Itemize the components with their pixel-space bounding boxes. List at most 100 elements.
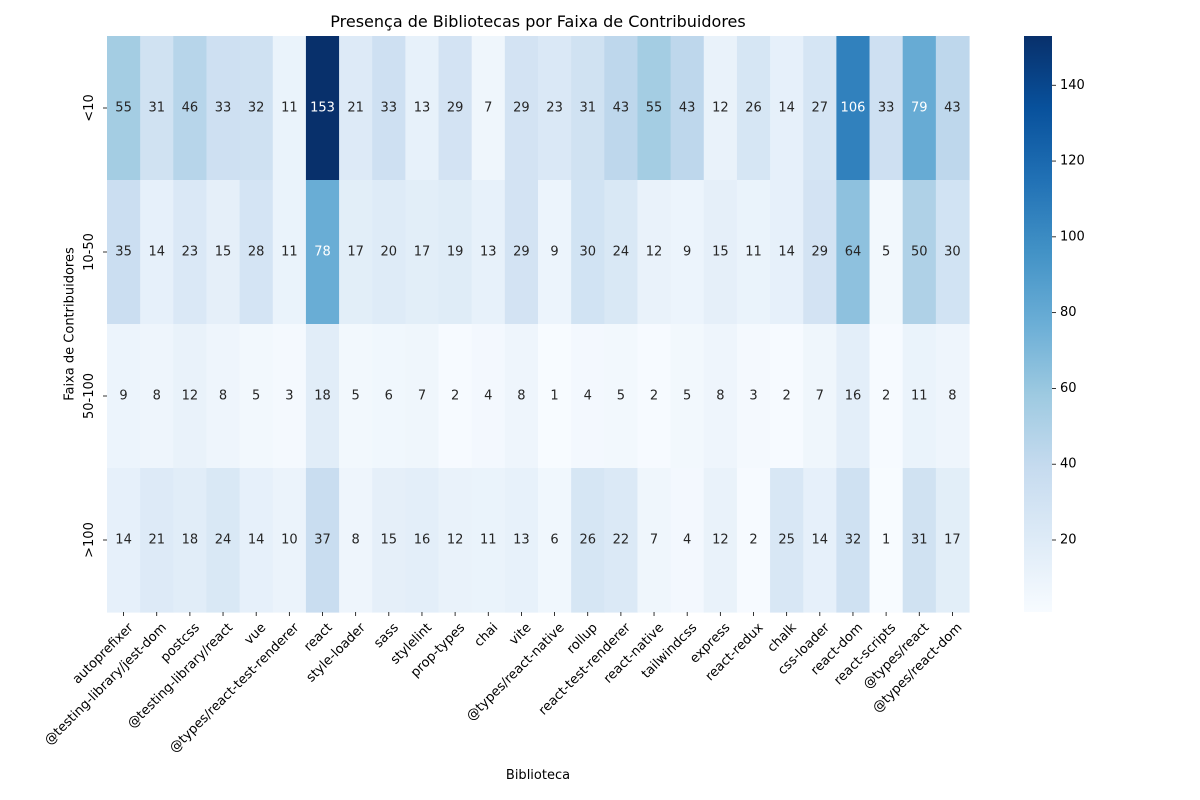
heatmap-cell — [107, 324, 141, 469]
heatmap-cell — [637, 324, 672, 469]
x-tick-label: vite — [507, 620, 535, 648]
cell-value-label: 14 — [778, 245, 795, 260]
heatmap-cell — [736, 36, 771, 181]
heatmap-cell — [604, 36, 639, 181]
cell-value-label: 43 — [613, 101, 630, 116]
cell-value-label: 14 — [812, 533, 829, 548]
heatmap-cell — [272, 36, 307, 181]
cell-value-label: 106 — [841, 101, 866, 116]
heatmap-cell — [935, 36, 970, 181]
cell-value-label: 27 — [812, 101, 829, 116]
heatmap-cell — [836, 36, 871, 181]
heatmap-cell — [339, 36, 373, 181]
cell-value-label: 19 — [447, 245, 464, 260]
heatmap-cell — [703, 180, 738, 325]
heatmap-cell — [736, 324, 771, 469]
heatmap-cell — [770, 468, 804, 613]
heatmap-cell — [107, 468, 141, 613]
heatmap-cell — [239, 180, 274, 325]
cell-value-label: 26 — [745, 101, 762, 116]
cell-value-label: 18 — [182, 533, 199, 548]
cell-value-label: 1 — [882, 533, 890, 548]
heatmap-cell — [438, 468, 473, 613]
heatmap-cell — [305, 324, 340, 469]
colorbar-tick-label: 40 — [1060, 457, 1077, 472]
cell-value-label: 14 — [778, 101, 795, 116]
heatmap-cell — [836, 180, 871, 325]
heatmap-cell — [803, 180, 837, 325]
colorbar: 20 40 60 80 100 120 140 — [1024, 36, 1085, 612]
cell-value-label: 32 — [248, 101, 265, 116]
heatmap-cell — [538, 324, 572, 469]
heatmap-cell — [538, 468, 572, 613]
cell-value-label: 5 — [352, 389, 360, 404]
colorbar-tick-label: 100 — [1060, 229, 1085, 244]
cell-value-label: 9 — [683, 245, 691, 260]
cell-value-label: 8 — [517, 389, 525, 404]
heatmap-cell — [206, 324, 241, 469]
cell-value-label: 31 — [148, 101, 165, 116]
heatmap-cell — [140, 324, 174, 469]
heatmap-cell — [372, 324, 406, 469]
heatmap-cell — [173, 180, 208, 325]
cell-value-label: 55 — [646, 101, 663, 116]
cell-value-label: 55 — [115, 101, 132, 116]
cell-value-label: 12 — [712, 101, 729, 116]
heatmap-cell — [504, 180, 539, 325]
cell-value-label: 8 — [153, 389, 161, 404]
cell-value-label: 32 — [845, 533, 862, 548]
heatmap-cell — [405, 180, 440, 325]
colorbar-tick-label: 80 — [1060, 305, 1077, 320]
heatmap-cell — [206, 468, 241, 613]
heatmap-cell — [902, 324, 937, 469]
x-axis-label: Biblioteca — [505, 768, 571, 783]
x-tick-label: vue — [242, 620, 270, 648]
cell-value-label: 7 — [816, 389, 824, 404]
x-axis: autoprefixer@testing-library/jest-dompos… — [42, 612, 965, 756]
cell-value-label: 8 — [948, 389, 956, 404]
cell-value-label: 4 — [683, 533, 691, 548]
cell-value-label: 5 — [882, 245, 890, 260]
cell-value-label: 5 — [617, 389, 625, 404]
heatmap-cell — [239, 324, 274, 469]
cell-value-label: 16 — [414, 533, 431, 548]
heatmap-cell — [770, 36, 804, 181]
heatmap-cell — [803, 36, 837, 181]
cell-value-label: 11 — [281, 245, 298, 260]
cell-value-label: 33 — [878, 101, 895, 116]
heatmap-cell — [405, 324, 440, 469]
cell-value-label: 29 — [513, 101, 530, 116]
cell-value-label: 43 — [944, 101, 961, 116]
cell-value-label: 6 — [385, 389, 393, 404]
heatmap-cell — [935, 324, 970, 469]
heatmap-cell — [571, 36, 605, 181]
heatmap-cell — [305, 468, 340, 613]
heatmap-cell — [471, 468, 506, 613]
cell-value-label: 3 — [749, 389, 757, 404]
cell-value-label: 8 — [352, 533, 360, 548]
cell-value-label: 20 — [381, 245, 398, 260]
colorbar-tick-label: 120 — [1060, 154, 1085, 169]
cell-value-label: 8 — [716, 389, 724, 404]
heatmap-cell — [372, 180, 406, 325]
heatmap-cell — [339, 324, 373, 469]
heatmap-cell — [504, 36, 539, 181]
cell-value-label: 25 — [778, 533, 795, 548]
cell-value-label: 24 — [215, 533, 232, 548]
cell-value-label: 7 — [418, 389, 426, 404]
heatmap-cell — [305, 180, 340, 325]
cell-value-label: 1 — [550, 389, 558, 404]
heatmap-cell — [902, 468, 937, 613]
cell-value-label: 12 — [182, 389, 199, 404]
heatmap-cell — [670, 468, 705, 613]
cell-value-label: 15 — [215, 245, 232, 260]
heatmap-cell — [471, 36, 506, 181]
heatmap-cell — [471, 324, 506, 469]
cell-value-label: 11 — [281, 101, 298, 116]
heatmap-cell — [206, 180, 241, 325]
heatmap-cell — [272, 468, 307, 613]
cell-value-label: 13 — [414, 101, 431, 116]
heatmap-cell — [438, 180, 473, 325]
cell-value-label: 7 — [650, 533, 658, 548]
